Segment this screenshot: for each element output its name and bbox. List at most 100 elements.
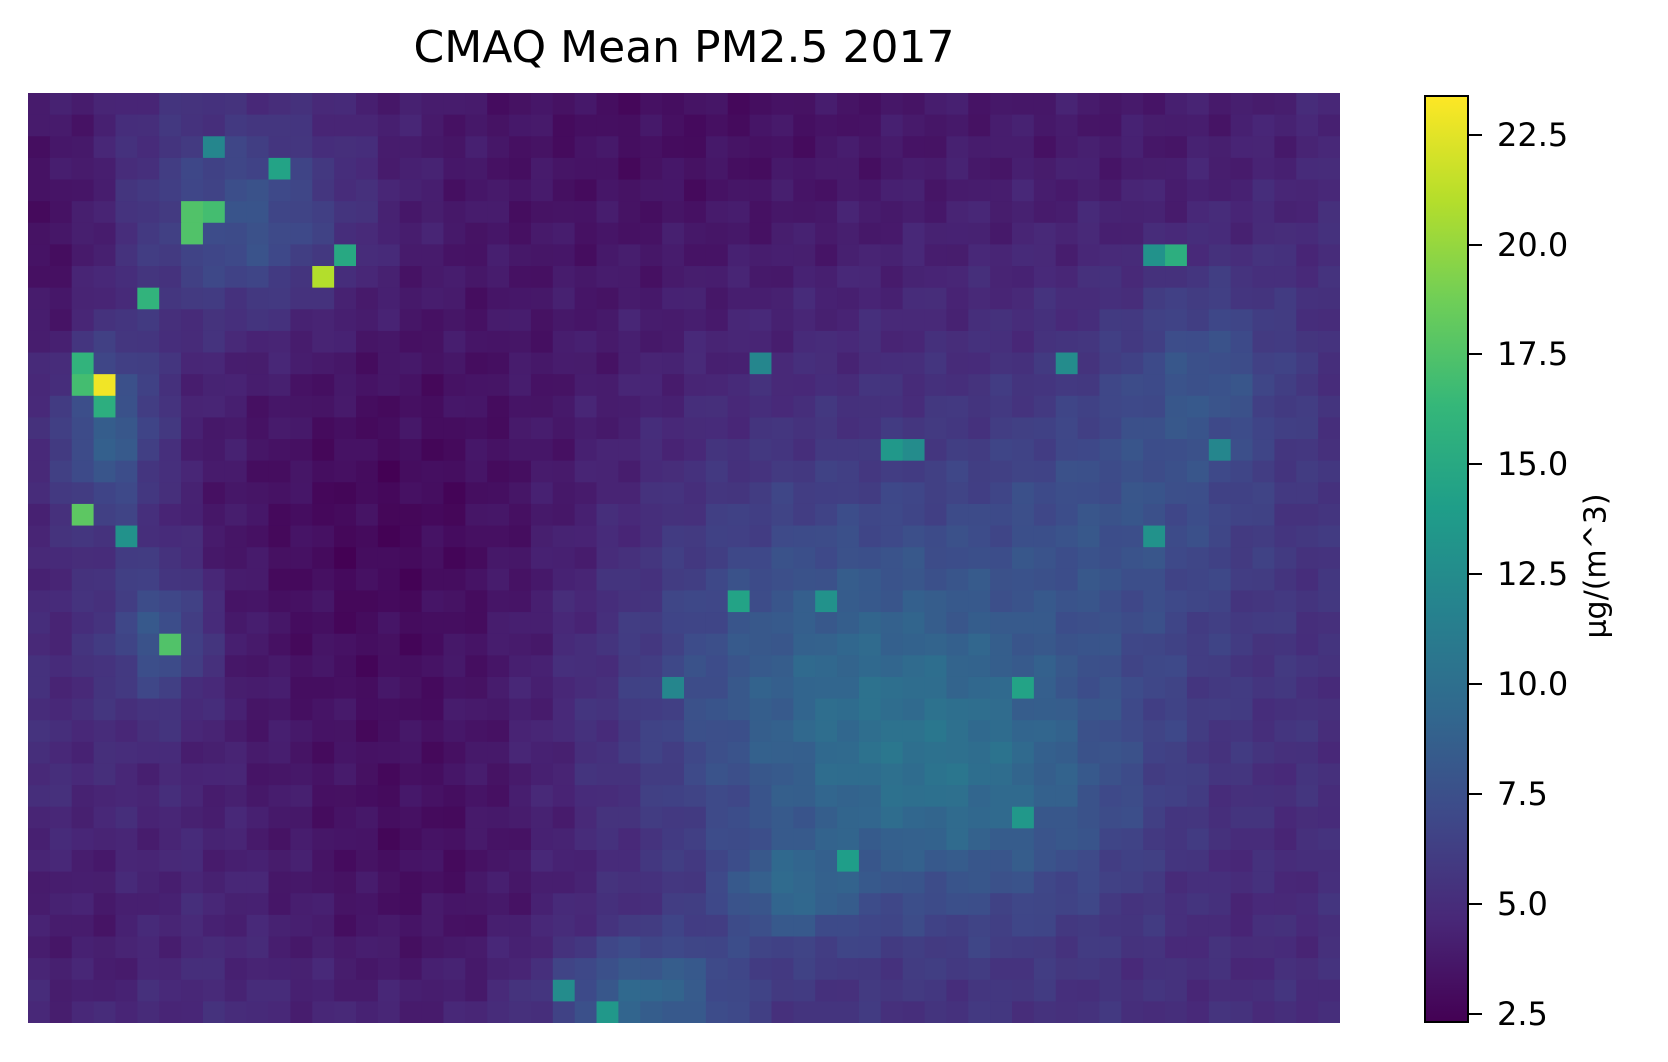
heatmap-cell (181, 439, 204, 462)
heatmap-cell (159, 1001, 182, 1023)
heatmap-cell (924, 222, 947, 245)
heatmap-cell (1055, 741, 1079, 765)
heatmap-cell (1012, 871, 1035, 894)
heatmap-cell (93, 612, 117, 635)
heatmap-cell (312, 893, 335, 916)
heatmap-cell (749, 698, 773, 721)
heatmap-cell (1143, 763, 1166, 786)
heatmap-cell (749, 828, 773, 851)
heatmap-cell (858, 417, 882, 440)
heatmap-cell (268, 698, 291, 721)
heatmap-cell (1033, 871, 1057, 894)
heatmap-cell (662, 763, 685, 786)
heatmap-cell (837, 698, 860, 721)
heatmap-cell (1099, 958, 1122, 981)
heatmap-cell (771, 806, 794, 829)
heatmap-cell (443, 157, 466, 181)
heatmap-cell (640, 460, 663, 483)
heatmap-cell (93, 179, 117, 202)
heatmap-cell (312, 179, 335, 202)
heatmap-cell (1033, 460, 1057, 483)
heatmap-cell (880, 914, 904, 938)
heatmap-cell (858, 352, 882, 375)
heatmap-cell (596, 482, 619, 505)
heatmap-cell (1099, 309, 1122, 332)
heatmap-cell (771, 979, 794, 1002)
heatmap-cell (902, 785, 926, 808)
heatmap-cell (924, 460, 947, 483)
heatmap-cell (137, 698, 160, 721)
heatmap-cell (705, 136, 729, 159)
heatmap-cell (946, 547, 969, 570)
heatmap-cell (815, 633, 838, 656)
heatmap-cell (837, 330, 860, 354)
heatmap-cell (968, 849, 991, 873)
heatmap-cell (1055, 633, 1079, 656)
heatmap-cell (115, 157, 138, 181)
heatmap-cell (1186, 374, 1210, 397)
heatmap-cell (49, 287, 73, 310)
heatmap-cell (1099, 157, 1122, 181)
heatmap-cell (334, 893, 357, 916)
heatmap-cell (268, 936, 291, 959)
heatmap-cell (137, 352, 160, 375)
heatmap-cell (1230, 612, 1254, 635)
heatmap-cell (356, 655, 379, 678)
heatmap-cell (312, 460, 335, 483)
heatmap-cell (924, 763, 947, 786)
heatmap-cell (530, 568, 554, 592)
heatmap-cell (1186, 655, 1210, 678)
heatmap-cell (1165, 893, 1188, 916)
heatmap-cell (202, 763, 226, 786)
heatmap-cell (552, 676, 576, 700)
heatmap-cell (377, 785, 401, 808)
heatmap-cell (1165, 568, 1188, 592)
heatmap-cell (312, 936, 335, 959)
heatmap-cell (530, 114, 554, 137)
heatmap-cell (837, 568, 860, 592)
heatmap-cell (137, 806, 160, 829)
heatmap-cell (530, 763, 554, 786)
heatmap-cell (1208, 655, 1232, 678)
heatmap-cell (574, 330, 598, 354)
heatmap-cell (1121, 806, 1144, 829)
heatmap-cell (1055, 460, 1079, 483)
heatmap-cell (530, 720, 554, 743)
heatmap-cell (377, 157, 401, 181)
heatmap-cell (71, 287, 95, 310)
heatmap-cell (902, 201, 926, 224)
heatmap-cell (1252, 93, 1275, 116)
heatmap-cell (28, 525, 51, 548)
heatmap-cell (1296, 1001, 1319, 1023)
heatmap-cell (421, 439, 445, 462)
heatmap-cell (1230, 266, 1254, 289)
heatmap-cell (837, 741, 860, 765)
heatmap-cell (421, 720, 445, 743)
heatmap-cell (159, 741, 182, 765)
heatmap-cell (115, 612, 138, 635)
heatmap-cell (290, 374, 313, 397)
heatmap-cell (71, 395, 95, 419)
heatmap-cell (727, 374, 751, 397)
heatmap-cell (771, 309, 794, 332)
heatmap-cell (159, 222, 182, 245)
heatmap-cell (837, 374, 860, 397)
heatmap-cell (399, 417, 423, 440)
heatmap-cell (49, 352, 73, 375)
heatmap-cell (159, 503, 182, 527)
heatmap-cell (749, 460, 773, 483)
heatmap-cell (815, 568, 838, 592)
heatmap-cell (1296, 806, 1319, 829)
heatmap-cell (509, 395, 532, 419)
heatmap-cell (1296, 417, 1319, 440)
heatmap-cell (421, 244, 445, 267)
heatmap-cell (1143, 568, 1166, 592)
heatmap-cell (1143, 330, 1166, 354)
heatmap-cell (574, 849, 598, 873)
heatmap-cell (574, 612, 598, 635)
heatmap-cell (1033, 612, 1057, 635)
heatmap-cell (290, 136, 313, 159)
heatmap-cell (1296, 676, 1319, 700)
heatmap-cell (924, 439, 947, 462)
heatmap-cell (1252, 352, 1275, 375)
